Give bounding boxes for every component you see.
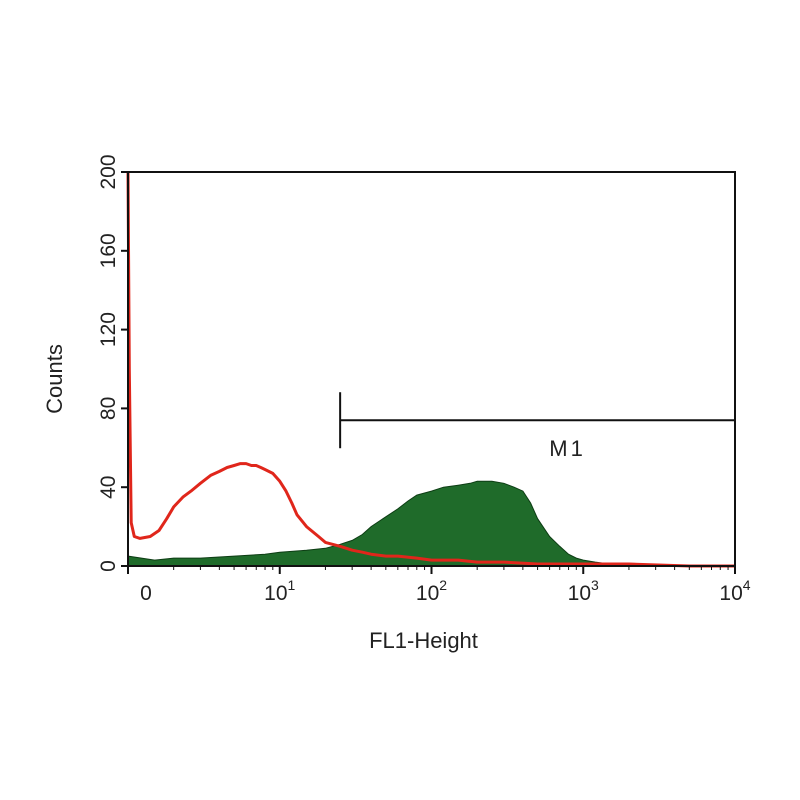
y-axis-title: Counts <box>42 344 67 414</box>
y-tick-label-2: 80 <box>97 397 120 420</box>
marker-label: M1 <box>549 436 586 461</box>
x-tick-label-1: 101 <box>264 577 295 605</box>
axis-layer: 0 40 80 120 160 200 0 101 102 103 104 <box>97 154 751 605</box>
x-tick-label-2: 102 <box>416 577 447 605</box>
series-1-line <box>126 171 735 568</box>
y-tick-label-5: 200 <box>97 154 120 189</box>
x-axis-title: FL1-Height <box>369 628 478 653</box>
y-tick-label-3: 120 <box>97 312 120 347</box>
y-tick-label-0: 0 <box>97 560 120 572</box>
y-tick-label-1: 40 <box>97 476 120 499</box>
x-tick-label-3: 103 <box>568 577 599 605</box>
marker-layer: M1 <box>339 392 735 461</box>
x-tick-label-0: 0 <box>140 582 152 605</box>
series-layer <box>126 171 735 568</box>
y-tick-label-4: 160 <box>97 233 120 268</box>
x-tick-label-4: 104 <box>719 577 750 605</box>
series-0-area <box>127 480 735 567</box>
